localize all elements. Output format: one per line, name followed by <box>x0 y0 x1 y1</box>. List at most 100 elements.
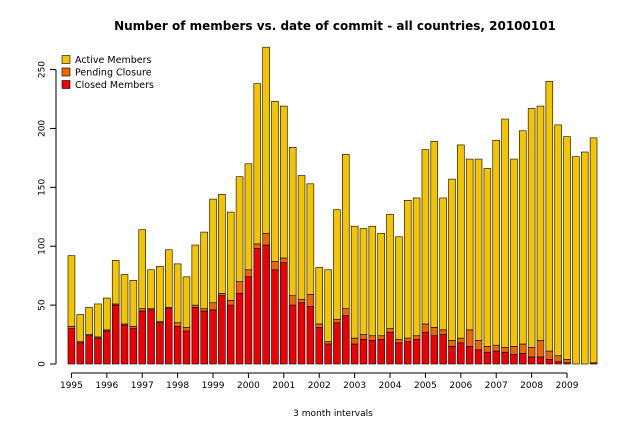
bar-segment-active-members <box>448 178 456 341</box>
bar-segment-active-members <box>519 130 527 345</box>
bar-segment-closed-members <box>501 351 509 365</box>
bar-segment-active-members <box>218 194 226 294</box>
bar-segment-active-members <box>120 274 129 325</box>
bar-segment-pending-closure <box>510 346 518 355</box>
bar-segment-active-members <box>173 263 182 324</box>
bar-segment-pending-closure <box>430 327 439 337</box>
x-tick-label: 2005 <box>414 381 437 391</box>
bar-segment-active-members <box>253 83 262 245</box>
bar-segment-pending-closure <box>492 344 500 352</box>
bar-segment-active-members <box>288 146 297 296</box>
x-axis-label: 3 month intervals <box>293 409 373 419</box>
bar-segment-active-members <box>226 211 235 301</box>
bar-segment-closed-members <box>359 338 368 365</box>
bar-segment-closed-members <box>368 340 377 365</box>
bar-segment-closed-members <box>297 302 306 365</box>
bar-segment-pending-closure <box>536 340 545 358</box>
bar-segment-closed-members <box>395 342 403 365</box>
chart-title: Number of members vs. date of commit - a… <box>114 19 556 33</box>
bar-segment-active-members <box>76 314 85 342</box>
bar-segment-closed-members <box>483 351 492 365</box>
bar-segment-closed-members <box>377 338 385 365</box>
bar-segment-closed-members <box>306 305 315 365</box>
bar-segment-pending-closure <box>359 334 368 340</box>
bar-segment-closed-members <box>280 262 288 365</box>
bar-segment-closed-members <box>147 309 155 365</box>
x-tick-label: 2001 <box>272 381 295 391</box>
bar-segment-active-members <box>465 158 474 331</box>
bar-segment-active-members <box>342 154 350 309</box>
bar-segment-closed-members <box>191 307 200 365</box>
legend-swatch <box>61 55 71 64</box>
bar-segment-pending-closure <box>563 358 571 364</box>
x-tick-label: 1997 <box>131 381 154 391</box>
bar-segment-closed-members <box>85 335 93 365</box>
x-tick-label: 2006 <box>449 381 472 391</box>
bar-segment-active-members <box>235 176 244 282</box>
legend-label: Closed Members <box>75 80 154 91</box>
bar-segment-active-members <box>297 175 306 300</box>
y-tick-label: 50 <box>38 299 48 311</box>
bar-segment-pending-closure <box>280 257 288 264</box>
bar-segment-pending-closure <box>226 300 235 306</box>
bar-segment-closed-members <box>138 310 146 365</box>
x-tick-label: 2009 <box>556 381 579 391</box>
bar-segment-pending-closure <box>403 337 412 342</box>
bar-segment-closed-members <box>324 343 332 365</box>
bar-segment-pending-closure <box>350 337 359 345</box>
bar-segment-active-members <box>85 307 93 335</box>
bar-segment-pending-closure <box>315 323 323 328</box>
bar-segment-active-members <box>368 225 377 337</box>
bar-segment-pending-closure <box>297 298 306 304</box>
bar-segment-pending-closure <box>439 329 447 335</box>
bar-segment-closed-members <box>182 330 191 365</box>
bar-segment-pending-closure <box>342 308 350 317</box>
bar-segment-active-members <box>67 255 76 327</box>
bar-segment-pending-closure <box>67 326 76 329</box>
bar-segment-pending-closure <box>138 308 146 312</box>
bar-segment-pending-closure <box>368 335 377 341</box>
bar-segment-active-members <box>315 267 323 325</box>
bar-segment-closed-members <box>333 322 341 365</box>
bar-segment-closed-members <box>421 331 430 365</box>
bar-segment-active-members <box>324 269 332 342</box>
bar-segment-pending-closure <box>333 318 341 324</box>
bar-segment-pending-closure <box>448 340 456 347</box>
bar-segment-closed-members <box>492 350 500 365</box>
bar-segment-active-members <box>474 158 483 341</box>
x-tick-label: 2002 <box>308 381 331 391</box>
x-tick-label: 2004 <box>379 381 402 391</box>
bar-segment-pending-closure <box>457 337 465 344</box>
y-tick-label: 200 <box>38 120 48 137</box>
bar-segment-active-members <box>182 276 191 328</box>
bar-segment-active-members <box>430 141 439 328</box>
bar-segment-closed-members <box>209 309 217 365</box>
bar-segment-active-members <box>244 163 253 271</box>
bar-segment-closed-members <box>235 293 244 365</box>
y-axis: 0 50 100 150 200 250 <box>38 61 57 367</box>
bar-segment-closed-members <box>545 358 554 365</box>
y-tick-label: 0 <box>38 361 48 367</box>
bar-segment-closed-members <box>536 356 545 365</box>
bar-segment-active-members <box>191 244 200 306</box>
bar-segment-pending-closure <box>235 281 244 294</box>
x-tick-label: 2003 <box>343 381 366 391</box>
y-tick-label: 250 <box>38 61 48 78</box>
bar-segment-active-members <box>138 229 146 309</box>
bar-segment-active-members <box>386 214 394 329</box>
bar-segment-closed-members <box>156 322 164 365</box>
bar-segment-pending-closure <box>545 350 554 360</box>
bar-segment-active-members <box>359 228 368 335</box>
bar-segment-pending-closure <box>412 335 421 340</box>
bar-segment-active-members <box>492 139 500 346</box>
bar-segment-closed-members <box>457 342 465 365</box>
x-tick-label: 1995 <box>60 381 83 391</box>
bar-segment-active-members <box>403 199 412 339</box>
bar-segment-active-members <box>563 136 571 360</box>
bar-segment-active-members <box>554 124 562 357</box>
bar-segment-active-members <box>262 46 270 234</box>
x-tick-label: 1999 <box>202 381 225 391</box>
x-tick-label: 2008 <box>520 381 543 391</box>
bar-segment-closed-members <box>510 354 518 365</box>
